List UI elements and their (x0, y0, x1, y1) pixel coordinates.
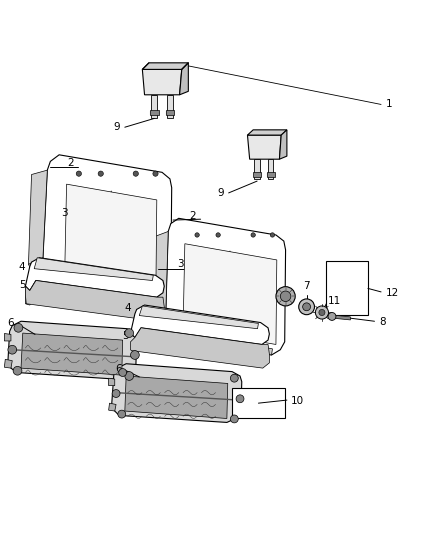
Text: 6: 6 (7, 318, 14, 328)
Polygon shape (43, 155, 172, 294)
Circle shape (125, 329, 134, 337)
Circle shape (280, 291, 291, 302)
Circle shape (270, 233, 275, 237)
Polygon shape (4, 334, 11, 341)
Circle shape (230, 374, 238, 382)
Circle shape (125, 372, 134, 381)
Polygon shape (254, 159, 260, 179)
Text: 5: 5 (20, 280, 26, 290)
Text: 10: 10 (291, 396, 304, 406)
Polygon shape (279, 130, 287, 159)
Text: 11: 11 (328, 296, 341, 305)
Text: 5: 5 (123, 330, 129, 341)
Polygon shape (142, 63, 188, 69)
Text: 4: 4 (125, 303, 131, 313)
Text: 3: 3 (177, 260, 184, 269)
Text: 8: 8 (379, 317, 385, 327)
Polygon shape (268, 159, 273, 179)
Polygon shape (175, 332, 272, 355)
Polygon shape (25, 280, 36, 305)
Circle shape (76, 171, 81, 176)
Circle shape (98, 171, 103, 176)
Text: 1: 1 (385, 100, 392, 109)
Circle shape (14, 324, 23, 332)
Circle shape (319, 310, 325, 316)
Text: 3: 3 (61, 208, 68, 218)
Polygon shape (28, 258, 52, 280)
Polygon shape (109, 403, 116, 411)
Polygon shape (112, 364, 242, 423)
Polygon shape (34, 258, 153, 280)
Circle shape (118, 410, 126, 418)
Circle shape (112, 390, 120, 398)
Polygon shape (139, 306, 258, 329)
Polygon shape (131, 328, 269, 368)
Circle shape (153, 171, 158, 176)
Polygon shape (247, 135, 281, 159)
Text: 4: 4 (19, 262, 25, 271)
Circle shape (119, 368, 127, 376)
Polygon shape (4, 359, 12, 368)
Circle shape (251, 233, 255, 237)
Circle shape (315, 306, 328, 319)
Text: 6: 6 (115, 365, 122, 374)
Circle shape (299, 299, 314, 314)
Polygon shape (166, 219, 286, 355)
Circle shape (328, 312, 336, 320)
Circle shape (303, 303, 311, 311)
Text: 2: 2 (67, 158, 74, 168)
Text: 7: 7 (303, 280, 310, 290)
Polygon shape (25, 280, 164, 321)
Polygon shape (333, 315, 350, 320)
Circle shape (236, 395, 244, 403)
Polygon shape (180, 63, 188, 95)
Polygon shape (142, 69, 182, 95)
Polygon shape (65, 184, 157, 284)
Polygon shape (152, 319, 175, 341)
Circle shape (131, 351, 139, 359)
Polygon shape (125, 376, 228, 418)
Polygon shape (131, 305, 269, 344)
Circle shape (276, 287, 295, 306)
Polygon shape (232, 388, 285, 418)
Circle shape (216, 233, 220, 237)
Polygon shape (151, 95, 157, 118)
Polygon shape (326, 261, 368, 314)
Polygon shape (109, 378, 115, 386)
Text: 9: 9 (218, 188, 224, 198)
Polygon shape (183, 244, 277, 344)
Polygon shape (247, 130, 287, 135)
Circle shape (230, 415, 238, 423)
Polygon shape (166, 110, 174, 115)
Circle shape (133, 171, 138, 176)
Polygon shape (8, 321, 137, 379)
Polygon shape (267, 172, 275, 177)
Polygon shape (253, 172, 261, 177)
Text: 2: 2 (190, 211, 196, 221)
Circle shape (195, 233, 199, 237)
Polygon shape (167, 95, 173, 118)
Text: 12: 12 (385, 288, 399, 298)
Circle shape (8, 345, 17, 354)
Polygon shape (25, 258, 164, 297)
Polygon shape (21, 333, 123, 375)
Circle shape (13, 366, 22, 375)
Polygon shape (150, 110, 159, 115)
Text: 9: 9 (113, 122, 120, 132)
Polygon shape (152, 231, 168, 324)
Polygon shape (52, 270, 158, 294)
Polygon shape (28, 170, 47, 264)
